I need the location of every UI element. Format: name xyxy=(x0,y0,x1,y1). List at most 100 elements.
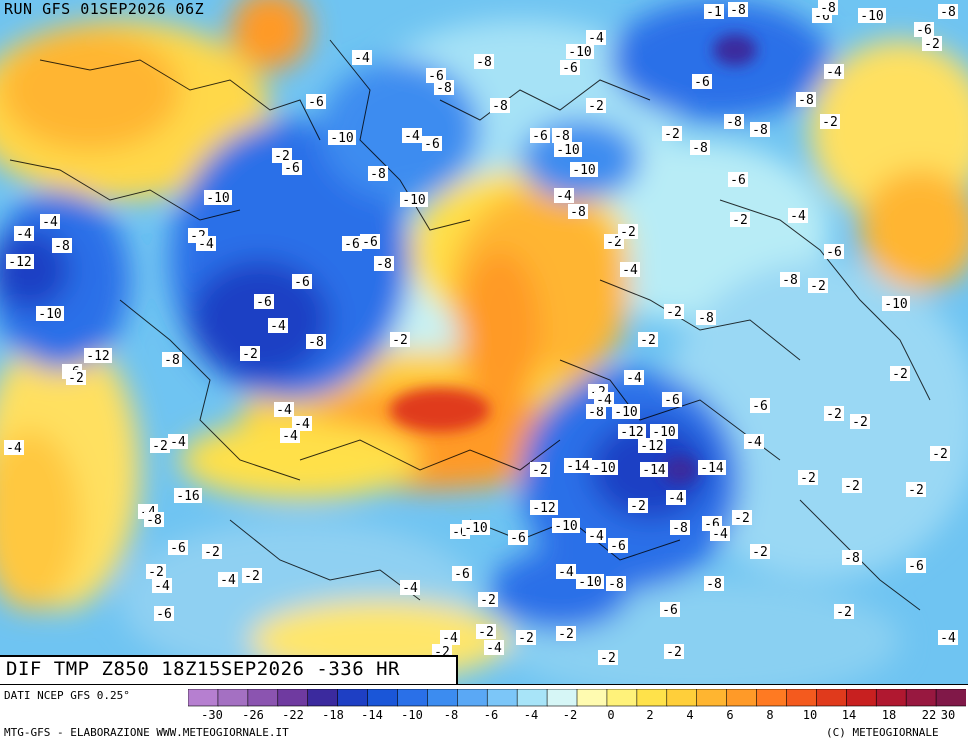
legend-tick: 18 xyxy=(881,708,897,722)
contour-label: -2 xyxy=(558,627,574,642)
contour-label-box xyxy=(552,128,572,143)
legend-tick: 2 xyxy=(646,708,654,722)
contour-label-box xyxy=(650,424,678,439)
contour-label-box xyxy=(618,424,646,439)
contour-label: -6 xyxy=(362,235,378,250)
contour-label: -8 xyxy=(608,577,624,592)
contour-label-box xyxy=(598,650,618,665)
contour-label-box xyxy=(146,564,166,579)
contour-label: -1 xyxy=(706,5,722,20)
contour-label-box xyxy=(52,238,72,253)
contour-label-box xyxy=(560,60,580,75)
contour-label: -4 xyxy=(198,237,214,252)
contour-label-box xyxy=(368,166,388,181)
contour-label-box xyxy=(144,512,164,527)
contour-label-box xyxy=(922,36,942,51)
legend-swatch xyxy=(486,689,518,707)
legend-swatch xyxy=(307,689,339,707)
contour-label: -2 xyxy=(242,347,258,362)
contour-label-box xyxy=(730,212,750,227)
contour-label-box xyxy=(666,490,686,505)
contour-label-box xyxy=(664,304,684,319)
legend-swatch xyxy=(247,689,279,707)
legend-swatch xyxy=(606,689,638,707)
contour-label-box xyxy=(664,644,684,659)
contour-label-box xyxy=(274,402,294,417)
contour-label-box xyxy=(670,520,690,535)
contour-label: -10 xyxy=(860,9,883,24)
contour-label: -10 xyxy=(206,191,229,206)
contour-label: -14 xyxy=(700,461,724,476)
contour-label-box xyxy=(440,630,460,645)
contour-label: -10 xyxy=(38,307,61,322)
contour-label: -8 xyxy=(588,405,604,420)
contour-label: -12 xyxy=(620,425,643,440)
contour-label-box xyxy=(508,530,528,545)
contour-label-box xyxy=(268,318,288,333)
contour-label-box xyxy=(196,236,216,251)
contour-label-box xyxy=(710,526,730,541)
contour-label: -8 xyxy=(146,513,162,528)
legend-swatch xyxy=(636,689,668,707)
contour-label-box xyxy=(306,94,326,109)
contour-label: -4 xyxy=(270,319,286,334)
contour-label: -4 xyxy=(790,209,806,224)
contour-label: -2 xyxy=(844,479,860,494)
contour-label-box xyxy=(84,348,112,363)
contour-label: -4 xyxy=(16,227,32,242)
contour-label-box xyxy=(608,538,628,553)
contour-label: -8 xyxy=(752,123,768,138)
contour-label: -10 xyxy=(330,131,353,146)
contour-label-box xyxy=(850,414,870,429)
contour-label: -10 xyxy=(572,163,595,178)
contour-label-box xyxy=(728,2,748,17)
contour-label-box xyxy=(750,544,770,559)
color-legend xyxy=(188,689,966,707)
contour-label: -2 xyxy=(640,333,656,348)
legend-swatch xyxy=(875,689,907,707)
contour-label: -2 xyxy=(752,545,768,560)
contour-label-box xyxy=(530,462,550,477)
contour-label: -4 xyxy=(826,65,842,80)
contour-label: -2 xyxy=(148,565,164,580)
contour-label: -8 xyxy=(570,205,586,220)
contour-label-box xyxy=(360,234,380,249)
contour-label: -4 xyxy=(354,51,370,66)
contour-label-box xyxy=(586,528,606,543)
contour-label: -4 xyxy=(622,263,638,278)
legend-tick: -10 xyxy=(401,708,423,722)
contour-label: -4 xyxy=(712,527,728,542)
contour-label: -2 xyxy=(392,333,408,348)
contour-label: -10 xyxy=(556,143,579,158)
title-bar: DIF TMP Z850 18Z15SEP2026 -336 HR xyxy=(0,655,458,684)
contour-label-box xyxy=(820,114,840,129)
contour-label: -10 xyxy=(884,297,907,312)
contour-label: -6 xyxy=(454,567,470,582)
contour-label-box xyxy=(724,114,744,129)
contour-label-box xyxy=(374,256,394,271)
contour-label-box xyxy=(352,50,372,65)
contour-label-box xyxy=(462,520,490,535)
contour-label: -4 xyxy=(154,579,170,594)
contour-label: -6 xyxy=(916,23,932,38)
legend-swatch xyxy=(516,689,548,707)
contour-label: -14 xyxy=(642,463,666,478)
legend-tick: -26 xyxy=(242,708,264,722)
contour-label-box xyxy=(750,122,770,137)
contour-label: -4 xyxy=(588,31,604,46)
contour-label-box xyxy=(606,576,626,591)
contour-label: -4 xyxy=(556,189,572,204)
legend-tick: -8 xyxy=(443,708,459,722)
contour-label: -6 xyxy=(170,541,186,556)
contour-label: -4 xyxy=(170,435,186,450)
contour-label-box xyxy=(306,334,326,349)
legend-swatch xyxy=(457,689,489,707)
contour-label-box xyxy=(254,294,274,309)
contour-label-box xyxy=(842,550,862,565)
contour-label: -4 xyxy=(220,573,236,588)
contour-label-box xyxy=(516,630,536,645)
copyright: (C) METEOGIORNALE xyxy=(826,726,939,739)
contour-label: -4 xyxy=(596,393,612,408)
contour-label: -2 xyxy=(478,625,494,640)
legend-tick: 4 xyxy=(686,708,694,722)
